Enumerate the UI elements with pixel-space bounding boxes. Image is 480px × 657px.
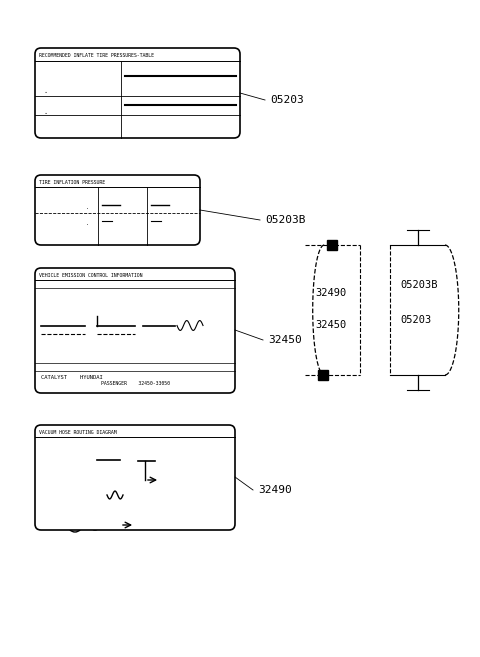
Text: 05203B: 05203B: [265, 215, 305, 225]
Text: .: .: [43, 109, 47, 115]
Text: VEHICLE EMISSION CONTROL INFORMATION: VEHICLE EMISSION CONTROL INFORMATION: [39, 273, 143, 278]
FancyBboxPatch shape: [35, 175, 200, 245]
Bar: [327, 240, 337, 250]
Text: 32490: 32490: [315, 288, 346, 298]
Text: CATALYST    HYUNDAI: CATALYST HYUNDAI: [41, 375, 103, 380]
Text: .: .: [86, 221, 89, 225]
Text: .: .: [43, 87, 47, 94]
Text: 32450: 32450: [315, 320, 346, 330]
Text: VACUUM HOSE ROUTING DIAGRAM: VACUUM HOSE ROUTING DIAGRAM: [39, 430, 117, 435]
FancyBboxPatch shape: [35, 268, 235, 393]
Text: .: .: [86, 204, 89, 210]
Text: TIRE INFLATION PRESSURE: TIRE INFLATION PRESSURE: [39, 180, 105, 185]
Text: 05203: 05203: [400, 315, 431, 325]
Text: 32490: 32490: [258, 485, 292, 495]
Text: 05203B: 05203B: [400, 280, 437, 290]
FancyBboxPatch shape: [35, 48, 240, 138]
Text: 05203: 05203: [270, 95, 304, 105]
Bar: [318, 370, 328, 380]
Bar: [120, 452, 138, 470]
Text: PASSENGER    32450-33050: PASSENGER 32450-33050: [101, 381, 170, 386]
FancyBboxPatch shape: [35, 425, 235, 530]
FancyBboxPatch shape: [70, 478, 115, 513]
Text: RECOMMENDED INFLATE TIRE PRESSURES-TABLE: RECOMMENDED INFLATE TIRE PRESSURES-TABLE: [39, 53, 154, 58]
Text: 32450: 32450: [268, 335, 302, 345]
